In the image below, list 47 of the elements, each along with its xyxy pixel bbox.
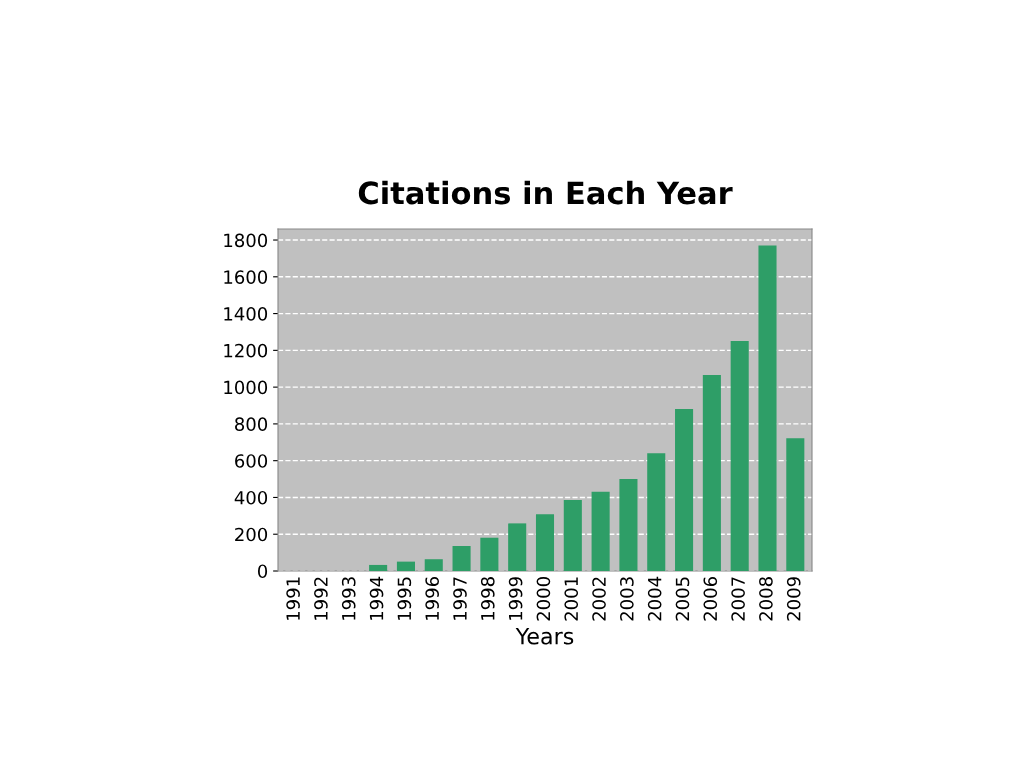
y-tick-label: 200 — [235, 527, 268, 542]
x-tick-label: 2009 — [786, 577, 801, 621]
y-tick-label: 800 — [235, 417, 268, 432]
y-tick-label: 1600 — [224, 270, 268, 284]
bar — [786, 438, 805, 571]
bar — [563, 500, 582, 571]
x-tick-label: 2000 — [536, 577, 551, 621]
bar — [480, 537, 499, 571]
y-tick-label: 1200 — [224, 343, 268, 358]
y-tick-label: 400 — [234, 490, 268, 505]
x-tick-label: 1995 — [397, 577, 412, 620]
y-tick-label: 1800 — [224, 233, 268, 248]
y-tick-label: 600 — [235, 454, 268, 468]
x-tick-label: 1991 — [286, 577, 300, 620]
x-tick-label: 2006 — [703, 577, 718, 621]
bar — [647, 453, 666, 571]
bar — [758, 245, 777, 571]
bar — [591, 491, 610, 571]
x-tick-label: 1999 — [508, 577, 523, 620]
x-tick-label: 2005 — [675, 577, 690, 621]
bar — [702, 374, 721, 571]
x-tick-label: 1996 — [425, 577, 439, 620]
x-tick-label: 2001 — [564, 577, 579, 621]
x-tick-label: 1992 — [314, 577, 328, 620]
y-tick-label: 1400 — [224, 307, 268, 321]
bar — [396, 561, 415, 571]
y-tick-label: 0 — [257, 564, 268, 579]
bar — [535, 514, 555, 571]
bar — [369, 564, 388, 571]
bar — [424, 559, 443, 571]
x-tick-label: 2002 — [592, 577, 606, 621]
y-tick-label: 1000 — [224, 380, 268, 395]
bar — [508, 523, 527, 571]
bar — [675, 409, 694, 571]
bar — [730, 340, 749, 571]
x-tick-label: 1998 — [480, 577, 495, 620]
x-tick-label: 1997 — [453, 577, 467, 620]
x-tick-label: 1993 — [341, 577, 356, 620]
x-axis-title: Years — [515, 628, 574, 645]
x-tick-label: 2007 — [731, 577, 745, 621]
bar — [452, 545, 471, 571]
x-tick-label: 2004 — [647, 576, 662, 621]
bar — [619, 479, 638, 571]
x-tick-label: 2003 — [620, 577, 634, 621]
chart-title: Citations in Each Year — [358, 180, 733, 205]
x-tick-label: 1994 — [369, 576, 384, 620]
x-tick-label: 2008 — [759, 577, 773, 621]
